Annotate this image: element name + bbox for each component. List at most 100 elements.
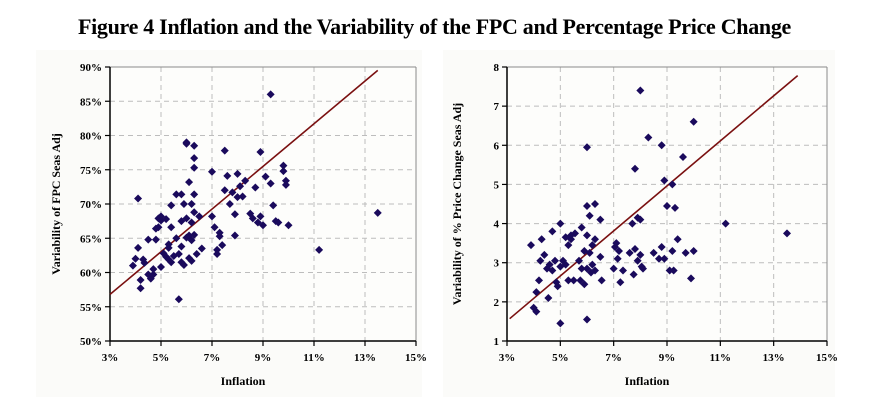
data-point	[172, 234, 181, 243]
x-axis-label: Inflation	[625, 374, 670, 388]
data-point	[128, 261, 137, 270]
data-point	[151, 235, 160, 244]
y-tick-label: 3	[494, 258, 500, 270]
data-point	[146, 274, 155, 283]
data-point	[174, 295, 183, 304]
data-point	[545, 260, 554, 269]
data-point	[564, 241, 573, 250]
x-tick-label: 11%	[710, 352, 731, 364]
trend-line	[509, 75, 799, 320]
right-scatter-chart: 1 2 3 4 5 6 7 8 3% 5% 7% 9% 11% 13% 15% Inflation Variab…	[450, 62, 838, 388]
data-point	[167, 201, 176, 210]
data-point	[187, 200, 196, 208]
data-point	[629, 270, 638, 279]
data-point	[248, 214, 257, 223]
data-point	[162, 215, 171, 224]
data-point	[609, 264, 618, 273]
data-point	[208, 212, 216, 221]
data-point	[532, 288, 541, 297]
data-point	[236, 182, 245, 191]
data-point	[615, 246, 623, 255]
data-point	[179, 200, 188, 208]
x-tick-label: 9%	[659, 352, 676, 364]
y-tick-label: 1	[494, 336, 500, 348]
data-point	[261, 172, 270, 181]
data-point	[210, 223, 219, 232]
data-point	[190, 163, 199, 172]
data-point	[535, 276, 543, 285]
data-point	[668, 246, 677, 255]
data-point	[644, 133, 653, 142]
data-point	[177, 242, 186, 251]
data-point	[657, 243, 666, 252]
data-point	[657, 141, 666, 150]
x-tick-label: 11%	[303, 352, 324, 364]
data-point	[689, 246, 698, 255]
data-point	[190, 154, 199, 163]
data-point	[167, 258, 176, 267]
data-point	[575, 256, 583, 265]
left-scatter-chart: 50% 55% 60% 65% 70% 75% 80% 85% 90% 3% 5% 7% 9% 11% 13…	[49, 62, 427, 388]
data-point	[225, 200, 234, 208]
data-point	[182, 139, 191, 148]
data-point	[190, 208, 199, 217]
data-point	[588, 241, 597, 250]
y-tick-label: 2	[494, 297, 500, 309]
data-point	[197, 244, 206, 253]
data-point	[177, 190, 186, 199]
data-point	[157, 263, 165, 272]
data-point	[596, 252, 605, 261]
data-point	[190, 190, 199, 199]
data-point	[553, 282, 562, 291]
data-point	[577, 223, 586, 232]
data-point	[215, 228, 224, 237]
data-point	[668, 180, 677, 189]
right-chart-panel: 1 2 3 4 5 6 7 8 3% 5% 7% 9% 11% 13% 15% Inflation Variab…	[443, 50, 838, 397]
x-tick-label: 7%	[605, 352, 622, 364]
y-tick-label: 8	[494, 62, 500, 74]
data-point	[149, 265, 158, 274]
data-point	[636, 250, 645, 259]
data-point	[179, 260, 188, 269]
y-tick-label: 70%	[80, 199, 102, 211]
left-chart-panel: 50% 55% 60% 65% 70% 75% 80% 85% 90% 3% 5% 7% 9% 11% 13…	[36, 50, 427, 397]
data-point	[154, 223, 163, 232]
data-point	[373, 208, 382, 217]
data-point	[636, 86, 645, 95]
data-point	[591, 200, 599, 208]
data-point	[315, 245, 324, 254]
data-point	[540, 250, 549, 259]
data-point	[195, 212, 204, 221]
data-point	[144, 235, 153, 244]
data-point	[279, 167, 288, 176]
data-point	[551, 256, 559, 265]
data-point	[633, 213, 642, 222]
data-point	[569, 276, 578, 285]
data-point	[172, 190, 181, 199]
data-point	[663, 201, 671, 210]
x-tick-label: 13%	[763, 352, 785, 364]
data-point	[585, 248, 594, 257]
x-tick-label: 5%	[153, 352, 170, 364]
data-point	[613, 254, 622, 263]
data-point	[636, 215, 645, 224]
data-point	[597, 276, 606, 285]
data-point	[134, 194, 143, 203]
y-tick-label: 85%	[80, 96, 102, 108]
data-point	[269, 201, 278, 210]
data-point	[625, 248, 634, 257]
data-point	[279, 161, 288, 170]
data-point	[256, 212, 265, 221]
data-point	[149, 270, 158, 279]
data-point	[591, 235, 599, 244]
x-tick-label: 3%	[102, 352, 119, 364]
data-point	[721, 219, 730, 228]
data-point	[259, 221, 267, 230]
data-point	[673, 235, 682, 244]
data-point	[140, 258, 149, 267]
data-point	[218, 241, 227, 250]
data-point	[571, 229, 579, 238]
data-point	[241, 176, 250, 185]
data-point	[187, 236, 196, 245]
data-point	[591, 266, 599, 275]
